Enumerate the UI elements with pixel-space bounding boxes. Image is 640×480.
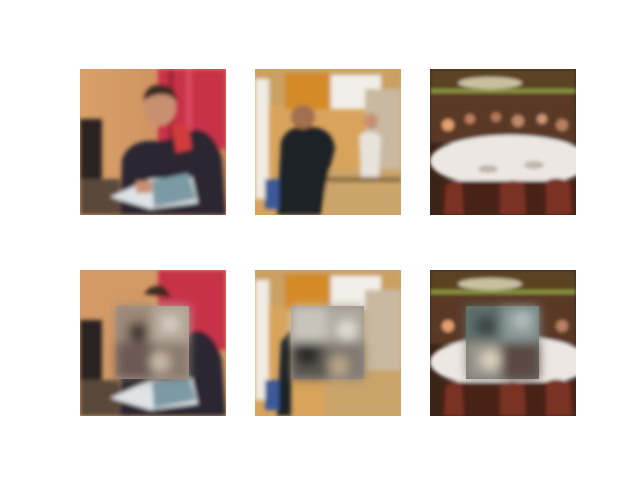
image-original-banquet xyxy=(430,69,576,215)
image-original-kitchen xyxy=(255,69,401,215)
image-original-reader xyxy=(80,69,226,215)
image-inpainted-kitchen xyxy=(255,270,401,416)
image-inpainted-banquet xyxy=(430,270,576,416)
image-inpainted-reader xyxy=(80,270,226,416)
